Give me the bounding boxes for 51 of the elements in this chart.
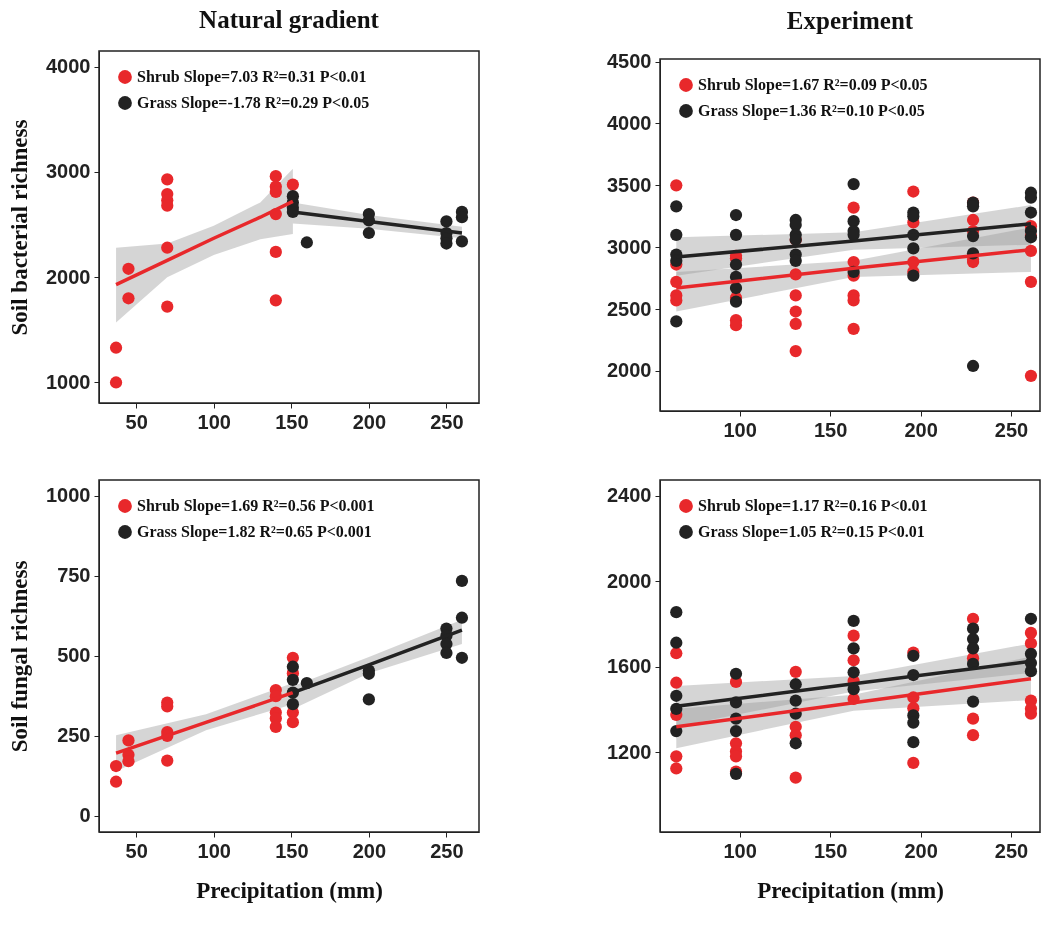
x-tick-label: 250 (994, 839, 1029, 862)
y-axis-title: Soil fungal richness (7, 560, 33, 753)
x-tick-label: 100 (197, 839, 231, 862)
y-tick-label: 2000 (607, 359, 652, 382)
x-axis-title: Precipitation (mm) (757, 877, 944, 903)
legend-label: Grass Slope=1.36 R²=0.10 P<0.05 (698, 102, 925, 120)
y-tick-label: 1200 (607, 740, 652, 763)
y-tick-label: 4000 (46, 55, 91, 78)
y-tick-label: 3000 (46, 160, 91, 183)
y-tick-label: 1600 (607, 655, 652, 678)
y-tick-label: 2500 (607, 297, 652, 320)
y-tick-label: 3000 (607, 235, 652, 258)
x-tick-label: 200 (904, 839, 938, 862)
x-tick-label: 250 (994, 418, 1029, 441)
x-tick-label: 100 (723, 418, 757, 441)
x-tick-label: 150 (275, 839, 309, 862)
x-axis-title: Precipitation (mm) (196, 877, 383, 903)
y-tick-label: 750 (57, 564, 91, 587)
y-tick-label: 500 (57, 644, 91, 667)
y-tick-label: 4000 (607, 111, 652, 134)
y-tick-label: 3500 (607, 173, 652, 196)
y-tick-label: 2400 (607, 484, 652, 507)
x-tick-label: 100 (723, 839, 757, 862)
x-tick-label: 50 (125, 410, 148, 433)
legend-label: Grass Slope=-1.78 R²=0.29 P<0.05 (137, 94, 370, 112)
legend-label: Shrub Slope=7.03 R²=0.31 P<0.01 (137, 68, 367, 86)
legend-label: Shrub Slope=1.17 R²=0.16 P<0.01 (698, 497, 928, 515)
x-tick-label: 150 (275, 410, 309, 433)
legend-label: Shrub Slope=1.69 R²=0.56 P<0.001 (137, 497, 375, 515)
y-axis-title: Soil bacterial richness (7, 119, 33, 336)
chart-title: Experiment (786, 6, 914, 34)
legend-label: Grass Slope=1.05 R²=0.15 P<0.01 (698, 523, 925, 541)
y-tick-label: 4500 (607, 50, 652, 73)
x-tick-label: 150 (813, 418, 848, 441)
y-tick-label: 2000 (46, 265, 91, 288)
y-tick-label: 1000 (46, 370, 91, 393)
y-tick-label: 1000 (46, 484, 91, 507)
y-tick-label: 2000 (607, 569, 652, 592)
y-tick-label: 0 (79, 804, 91, 827)
chart-title: Natural gradient (199, 6, 380, 33)
x-tick-label: 50 (125, 839, 148, 862)
x-tick-label: 200 (352, 839, 387, 862)
x-tick-label: 250 (430, 410, 464, 433)
y-tick-label: 250 (57, 724, 91, 747)
x-tick-label: 200 (352, 410, 387, 433)
legend-label: Grass Slope=1.82 R²=0.65 P<0.001 (137, 523, 372, 541)
x-tick-label: 150 (813, 839, 848, 862)
x-tick-label: 100 (197, 410, 231, 433)
x-tick-label: 200 (904, 418, 938, 441)
x-tick-label: 250 (430, 839, 464, 862)
legend-label: Shrub Slope=1.67 R²=0.09 P<0.05 (698, 76, 928, 94)
